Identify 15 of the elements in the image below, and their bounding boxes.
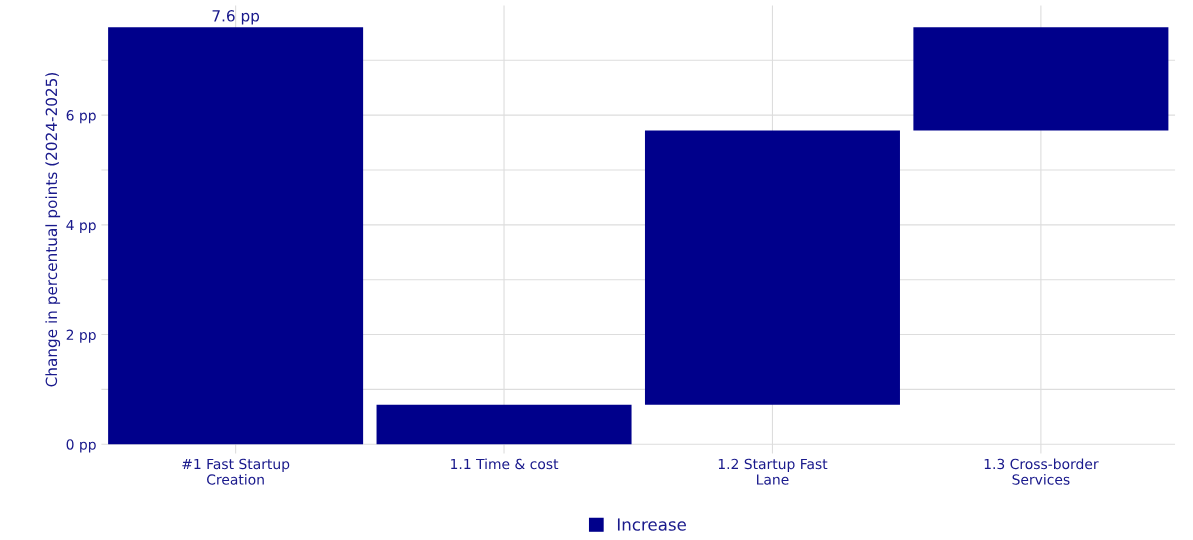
- y-tick-label: 4 pp: [66, 219, 96, 233]
- x-tick-label: 1.2 Startup Fast Lane: [718, 458, 828, 485]
- y-tick-label: 0 pp: [66, 439, 96, 453]
- x-tick-label: 1.3 Cross-border Services: [984, 458, 1099, 485]
- data-label: 7.6 pp: [212, 10, 260, 25]
- y-axis-title: Change in percentual points (2024-2025): [45, 72, 61, 387]
- legend-label: Increase: [617, 518, 686, 531]
- x-tick-label: 1.1 Time & cost: [451, 458, 559, 470]
- x-tick-label: #1 Fast Startup Creation: [182, 458, 290, 485]
- y-tick-label: 2 pp: [66, 329, 96, 343]
- bar: [376, 404, 632, 445]
- bar: [913, 27, 1169, 131]
- bar: [108, 27, 364, 445]
- bar: [644, 130, 900, 405]
- y-tick-label: 6 pp: [66, 110, 96, 124]
